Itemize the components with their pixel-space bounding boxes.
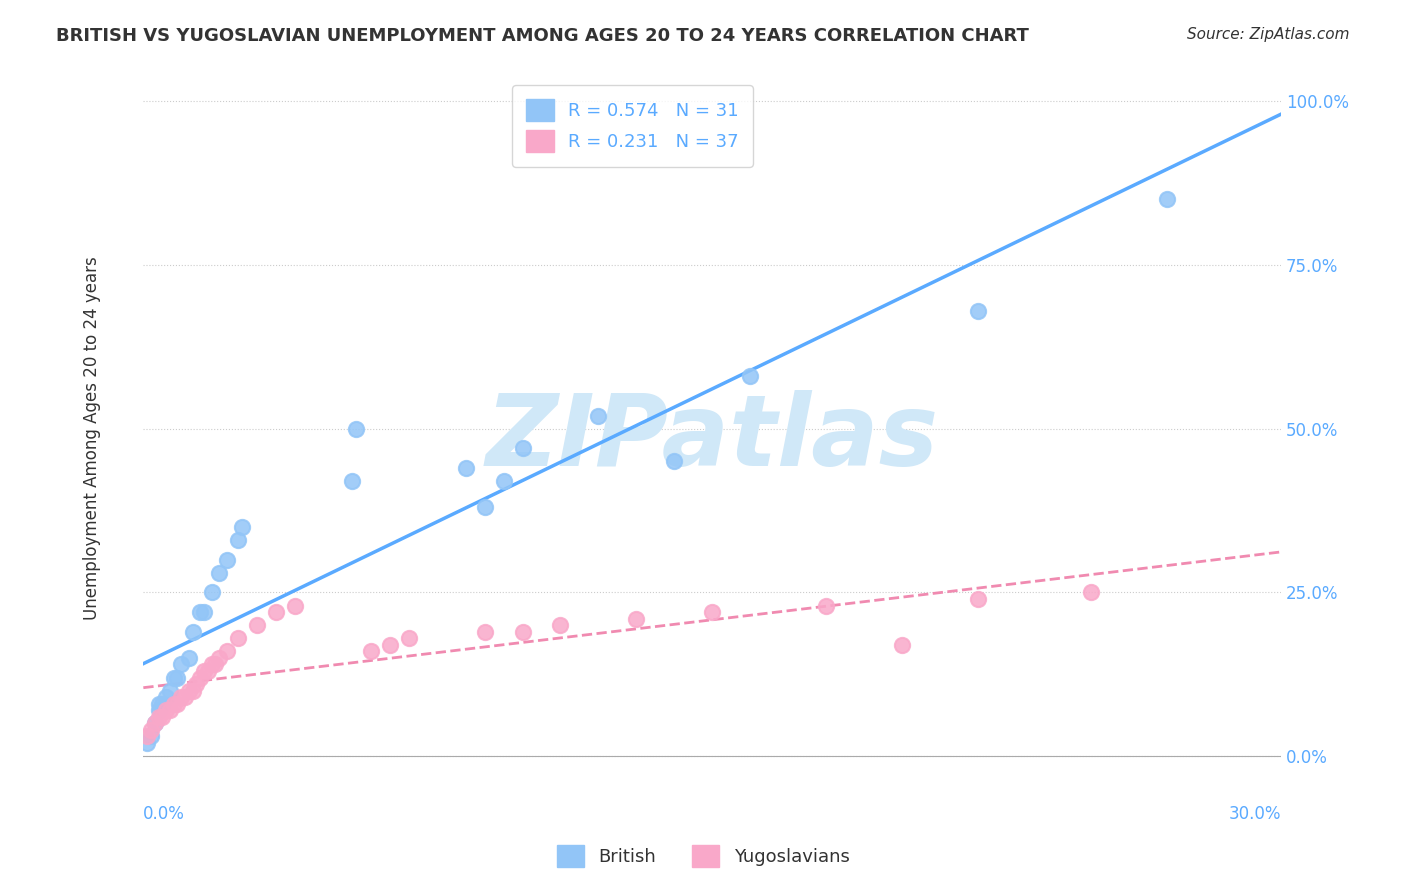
- Point: [174, 690, 197, 705]
- Point: [193, 605, 215, 619]
- Point: [814, 599, 837, 613]
- Point: [474, 624, 496, 639]
- Point: [177, 651, 200, 665]
- Text: BRITISH VS YUGOSLAVIAN UNEMPLOYMENT AMONG AGES 20 TO 24 YEARS CORRELATION CHART: BRITISH VS YUGOSLAVIAN UNEMPLOYMENT AMON…: [56, 27, 1029, 45]
- Point: [492, 474, 515, 488]
- Point: [200, 657, 222, 672]
- Point: [197, 664, 219, 678]
- Point: [155, 703, 177, 717]
- Text: 0.0%: 0.0%: [143, 805, 186, 823]
- Point: [512, 624, 534, 639]
- Text: Source: ZipAtlas.com: Source: ZipAtlas.com: [1187, 27, 1350, 42]
- Point: [264, 605, 287, 619]
- Text: 30.0%: 30.0%: [1229, 805, 1281, 823]
- Point: [150, 697, 173, 711]
- Point: [188, 605, 211, 619]
- Point: [136, 730, 159, 744]
- Point: [512, 442, 534, 456]
- Legend: R = 0.574   N = 31, R = 0.231   N = 37: R = 0.574 N = 31, R = 0.231 N = 37: [512, 85, 754, 167]
- Point: [170, 690, 193, 705]
- Point: [139, 723, 162, 737]
- Point: [378, 638, 401, 652]
- Point: [550, 618, 572, 632]
- Point: [170, 657, 193, 672]
- Point: [226, 533, 249, 547]
- Point: [215, 644, 238, 658]
- Point: [226, 632, 249, 646]
- Point: [143, 716, 166, 731]
- Point: [148, 710, 170, 724]
- Point: [208, 566, 231, 580]
- Point: [148, 697, 170, 711]
- Point: [148, 703, 170, 717]
- Point: [139, 730, 162, 744]
- Point: [966, 303, 988, 318]
- Point: [163, 671, 186, 685]
- Point: [159, 683, 181, 698]
- Point: [159, 703, 181, 717]
- Point: [626, 612, 648, 626]
- Point: [284, 599, 307, 613]
- Point: [181, 624, 204, 639]
- Point: [474, 500, 496, 515]
- Point: [702, 605, 724, 619]
- Point: [1156, 193, 1178, 207]
- Point: [454, 461, 477, 475]
- Point: [398, 632, 420, 646]
- Point: [166, 697, 188, 711]
- Point: [215, 552, 238, 566]
- Point: [155, 690, 177, 705]
- Text: Unemployment Among Ages 20 to 24 years: Unemployment Among Ages 20 to 24 years: [83, 257, 101, 621]
- Legend: British, Yugoslavians: British, Yugoslavians: [550, 838, 856, 874]
- Point: [1080, 585, 1102, 599]
- Point: [200, 585, 222, 599]
- Point: [208, 651, 231, 665]
- Point: [340, 474, 363, 488]
- Point: [204, 657, 226, 672]
- Point: [246, 618, 269, 632]
- Point: [890, 638, 912, 652]
- Point: [163, 697, 186, 711]
- Point: [966, 591, 988, 606]
- Point: [181, 683, 204, 698]
- Point: [738, 369, 761, 384]
- Point: [166, 671, 188, 685]
- Point: [193, 664, 215, 678]
- Point: [664, 454, 686, 468]
- Point: [588, 409, 610, 423]
- Point: [186, 677, 208, 691]
- Point: [177, 683, 200, 698]
- Point: [344, 422, 367, 436]
- Point: [360, 644, 382, 658]
- Point: [188, 671, 211, 685]
- Point: [231, 520, 253, 534]
- Text: ZIPatlas: ZIPatlas: [485, 390, 939, 487]
- Point: [143, 716, 166, 731]
- Point: [136, 736, 159, 750]
- Point: [150, 710, 173, 724]
